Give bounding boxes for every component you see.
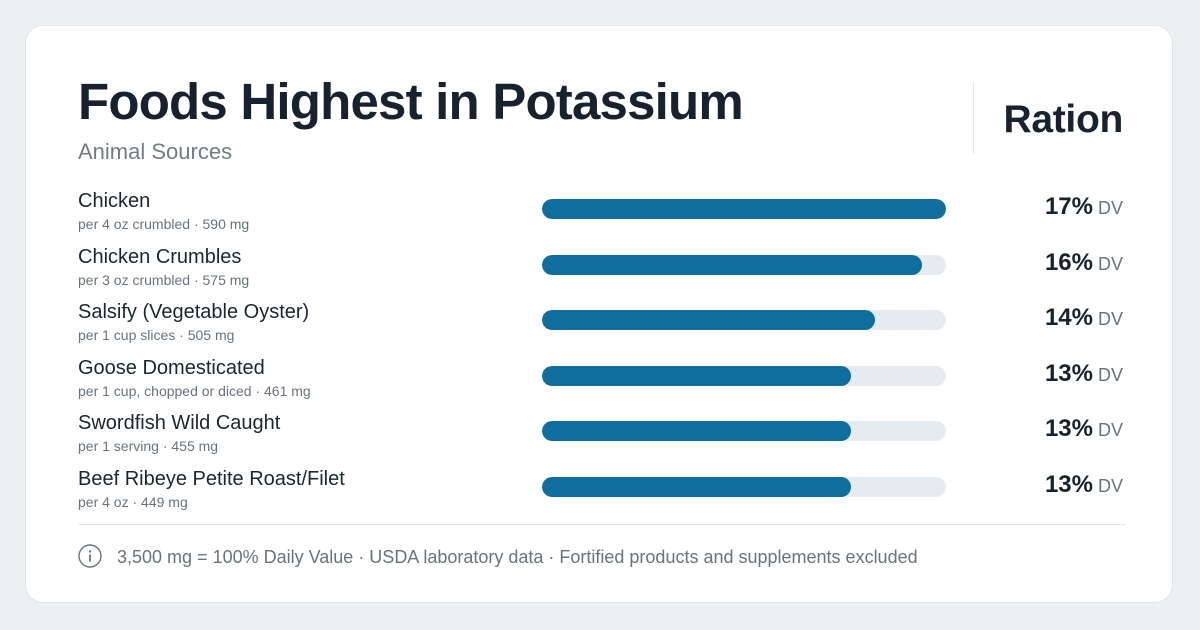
dv-percent: 16% [1044,248,1093,276]
bar-track [542,199,946,219]
table-row: Swordfish Wild Caught per 1 serving · 455… [26,411,1172,463]
dv-unit: DV [1097,475,1123,496]
serving-info: per 4 oz crumbled · 590 mg [78,216,250,232]
info-icon [78,544,102,568]
brand-logo: Ration [1003,98,1123,141]
bar-track [542,476,946,497]
table-row: Salsify (Vegetable Oyster) per 1 cup slic… [26,300,1172,352]
serving-info: per 1 cup slices · 505 mg [78,327,235,343]
dv-label: 13% DV [1045,415,1123,446]
food-name: Beef Ribeye Petite Roast/Filet [78,467,345,490]
bar-fill [542,254,923,275]
dv-label: 14% DV [1045,304,1123,335]
food-name: Chicken [78,190,151,212]
dv-unit: DV [1097,364,1123,385]
dv-percent: 13% [1044,359,1093,387]
food-name: Goose Domesticated [78,356,265,379]
dv-label: 13% DV [1045,360,1123,391]
bar-fill [542,199,946,219]
table-row: Chicken Crumbles per 3 oz crumbled · 575 … [26,245,1172,297]
bar-track [542,421,946,441]
dv-label: 13% DV [1045,471,1123,502]
bar-fill [542,476,851,497]
bar-fill [542,310,875,330]
serving-info: per 3 oz crumbled · 575 mg [78,271,250,288]
dv-percent: 13% [1044,470,1093,498]
bar-track [542,365,946,386]
bar-fill [542,421,851,441]
food-name: Swordfish Wild Caught [78,412,281,434]
dv-label: 16% DV [1045,249,1123,280]
bar-track [542,310,946,330]
serving-info: per 1 cup, chopped or diced · 461 mg [78,382,311,399]
brand-divider [973,82,974,154]
footer-divider [78,524,1126,525]
dv-unit: DV [1097,253,1123,274]
dv-percent: 14% [1044,304,1093,331]
dv-label: 17% DV [1045,193,1123,224]
page-subtitle: Animal Sources [78,139,233,164]
footer-note: 3,500 mg = 100% Daily Value · USDA labor… [117,547,918,567]
serving-info: per 1 serving · 455 mg [78,438,219,454]
food-name: Chicken Crumbles [78,245,242,268]
bar-fill [542,365,851,386]
dv-unit: DV [1097,420,1123,440]
dv-unit: DV [1097,198,1123,218]
table-row: Beef Ribeye Petite Roast/Filet per 4 oz ·… [26,467,1172,519]
serving-info: per 4 oz · 449 mg [78,493,188,510]
dv-unit: DV [1097,309,1123,329]
dv-percent: 13% [1044,415,1093,442]
dv-percent: 17% [1044,193,1093,220]
food-name: Salsify (Vegetable Oyster) [78,301,310,323]
bar-track [542,254,946,275]
table-row: Goose Domesticated per 1 cup, chopped or … [26,356,1172,408]
card: Foods Highest in Potassium Animal Source… [25,25,1173,603]
page-title: Foods Highest in Potassium [78,73,744,130]
table-row: Chicken per 4 oz crumbled · 590 mg 17% DV [26,189,1172,241]
